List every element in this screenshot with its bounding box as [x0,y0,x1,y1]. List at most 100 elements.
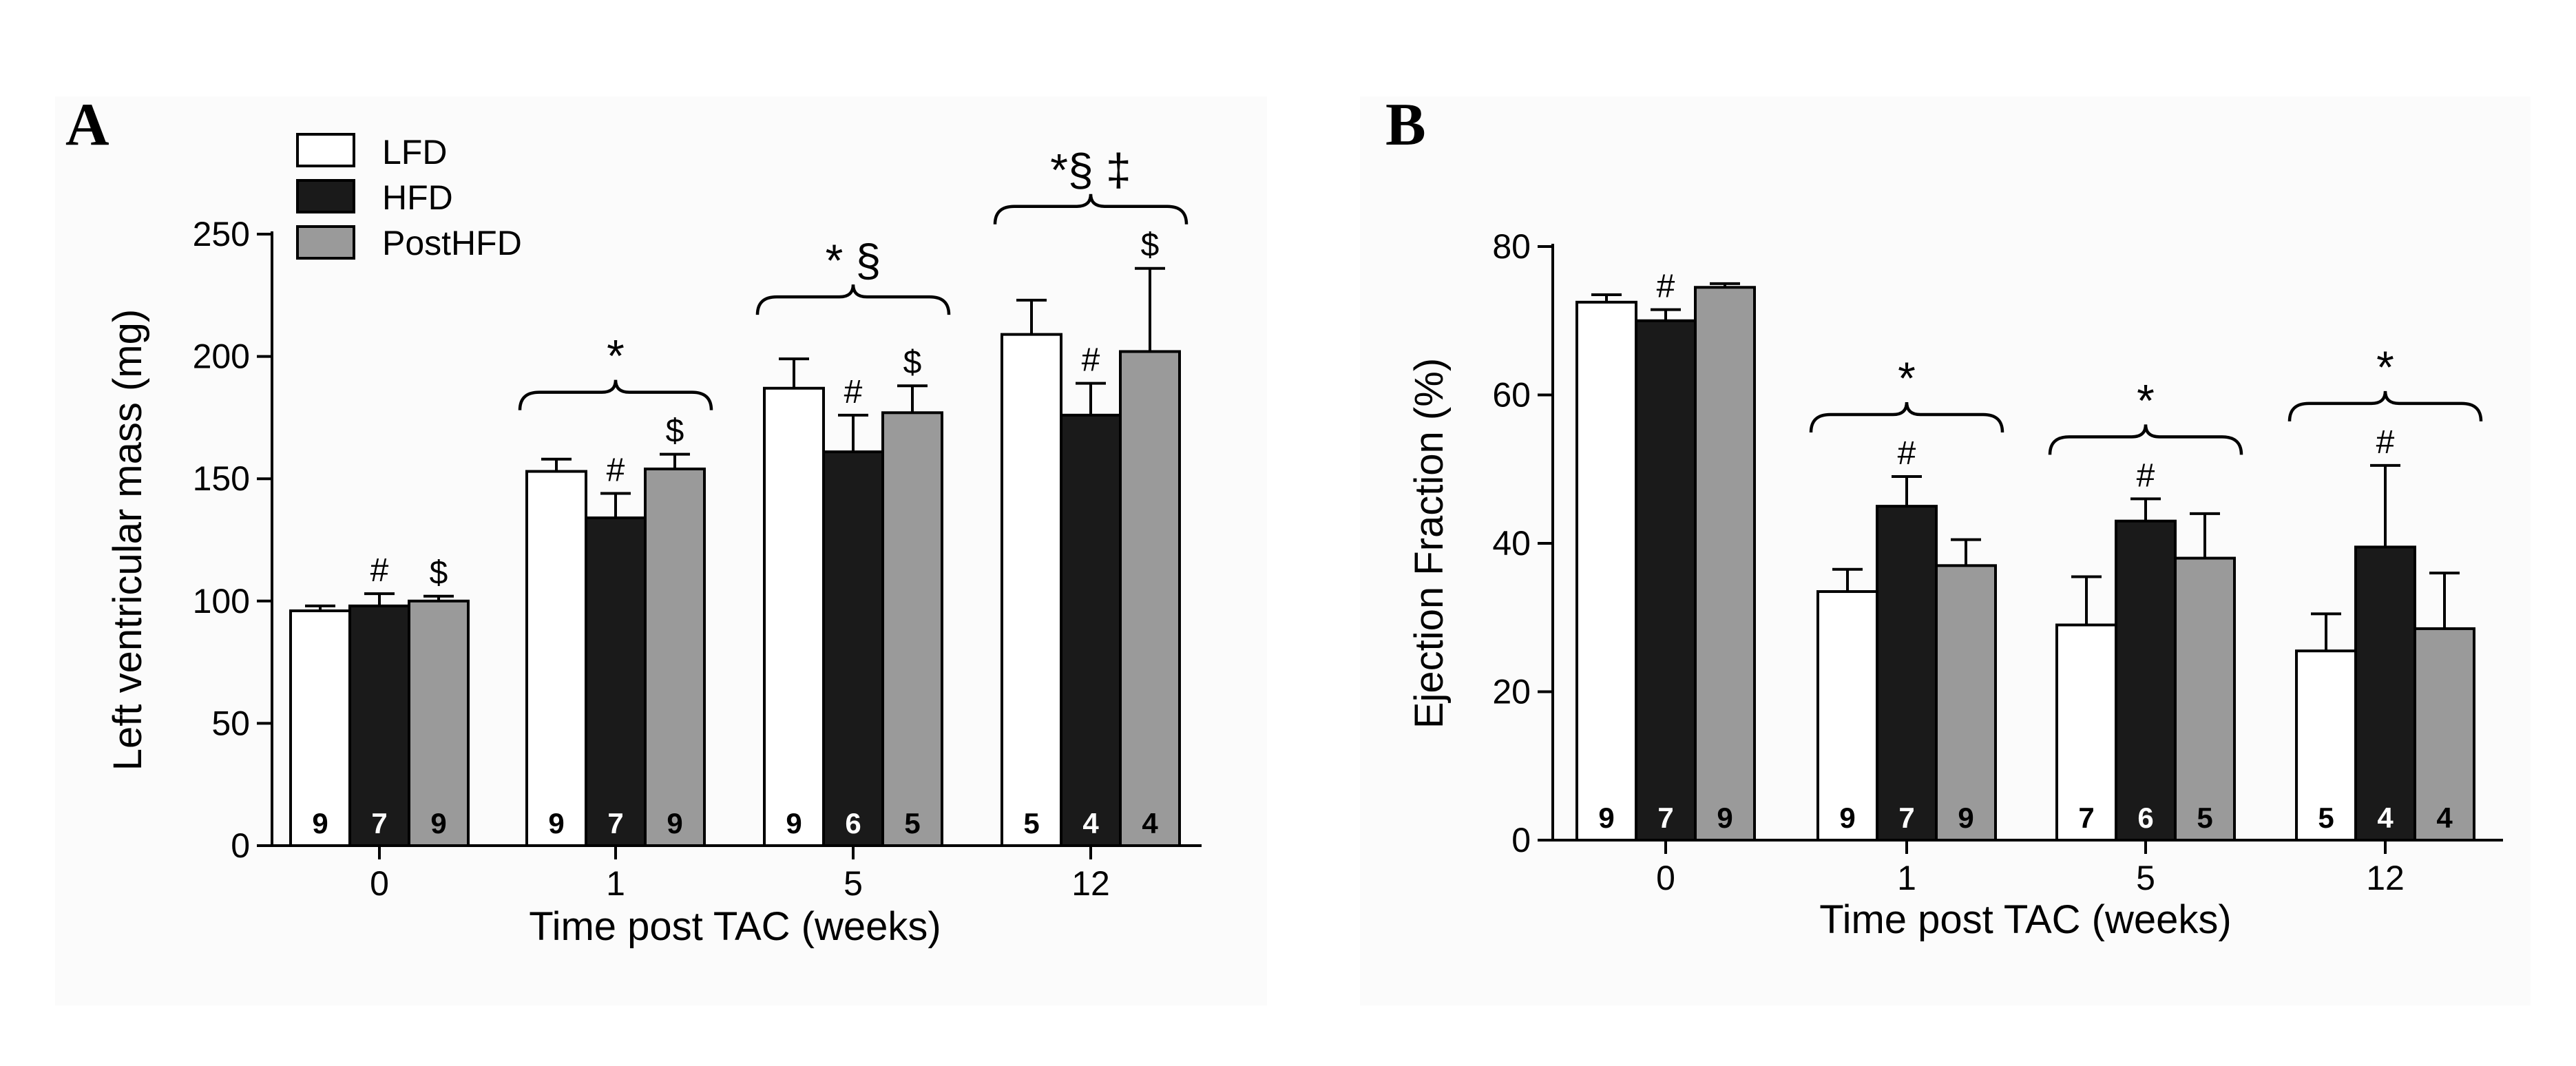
x-tick-label-a: 5 [844,864,863,903]
bar-a-hfd [822,450,884,847]
significance-mark-b: # [2376,424,2395,461]
y-tick-label-b: 20 [1492,673,1531,711]
x-tick-label-b: 5 [2136,859,2155,897]
n-label-a: 7 [607,807,623,839]
group-annotation-a: *§ ‡ [1050,145,1131,196]
n-label-b: 4 [2436,802,2453,834]
n-label-b: 9 [1958,802,1973,834]
group-annotation-b: * [2376,342,2394,393]
y-tick-label-a: 150 [193,459,250,498]
n-label-b: 7 [2078,802,2094,834]
y-tick-label-b: 40 [1492,524,1531,563]
y-tick-label-a: 100 [193,582,250,620]
n-label-a: 5 [904,807,920,839]
n-label-b: 4 [2377,802,2394,834]
bar-a-posthfd [644,467,706,847]
y-tick-label-a: 250 [193,215,250,253]
group-bracket-b [1809,401,2004,433]
group-bracket-b [2048,424,2243,455]
bar-a-lfd [1001,333,1062,847]
significance-mark-b: # [2137,457,2155,494]
n-label-b: 5 [2197,802,2212,834]
bar-b-hfd [1876,505,1938,842]
y-tick-label-a: 0 [231,826,250,865]
x-tick-label-a: 1 [606,864,625,903]
panel-b-background [1360,96,2531,1005]
significance-mark-a: # [607,452,625,489]
significance-mark-a: # [1082,342,1100,379]
n-label-a: 5 [1023,807,1039,839]
bar-b-posthfd [2413,627,2475,842]
bar-a-lfd [289,609,351,847]
x-tick-label-a: 0 [370,864,389,903]
legend: LFD HFD PostHFD [296,133,522,262]
group-bracket-a [993,194,1188,224]
y-axis-title-b: Ejection Fraction (%) [1407,358,1452,729]
bar-b-hfd [1635,319,1697,842]
bar-a-hfd [1060,413,1122,847]
group-annotation-b: * [1898,353,1916,404]
n-label-b: 9 [1598,802,1614,834]
n-label-a: 9 [430,807,446,839]
significance-mark-b: # [1898,435,1916,472]
panel-b: B 0 20 40 60 80 Ejection Fraction (%) 0 9 7 #9 1 9 7… [1360,92,2531,1005]
bar-a-lfd [763,386,825,847]
x-axis-title-b: Time post TAC (weeks) [1819,897,2231,942]
significance-mark-a: $ [1141,227,1160,264]
bar-b-posthfd [1935,564,1997,842]
n-label-b: 7 [1898,802,1914,834]
bar-a-lfd [525,470,587,847]
n-label-b: 9 [1839,802,1855,834]
chart-b: 0 20 40 60 80 Ejection Fraction (%) 0 9 7 #9 1 9 7 #9… [1407,227,2503,942]
legend-label-lfd: LFD [382,133,447,171]
panel-b-label: B [1385,92,1426,158]
significance-mark-a: # [370,552,389,589]
bar-b-posthfd [2174,556,2236,842]
n-label-b: 7 [1657,802,1673,834]
bar-b-hfd [2354,545,2416,842]
n-label-a: 7 [371,807,387,839]
bar-a-hfd [585,516,647,847]
n-label-a: 9 [667,807,682,839]
n-label-a: 9 [312,807,328,839]
x-tick-label-b: 1 [1897,859,1916,897]
n-label-a: 9 [786,807,802,839]
bar-a-posthfd [1119,350,1181,848]
legend-swatch-posthfd [296,225,355,260]
significance-mark-a: $ [666,413,684,450]
group-annotation-a: * [607,331,625,382]
y-tick-label-a: 50 [211,704,250,742]
significance-mark-a: $ [430,555,448,592]
bar-b-hfd [2115,519,2177,842]
n-label-b: 5 [2318,802,2334,834]
significance-mark-a: # [844,374,863,410]
bar-b-lfd [1816,590,1878,842]
bar-b-posthfd [1694,286,1756,842]
y-tick-label-b: 80 [1492,227,1531,266]
panel-a-label: A [65,92,109,158]
legend-label-posthfd: PostHFD [382,224,522,262]
n-label-b: 6 [2137,802,2153,834]
x-tick-label-a: 12 [1071,864,1110,903]
bar-a-posthfd [881,411,943,847]
group-bracket-a [518,379,713,410]
significance-mark-b: # [1657,269,1675,305]
bar-a-posthfd [408,599,470,847]
n-label-a: 9 [548,807,564,839]
x-axis-title-a: Time post TAC (weeks) [529,904,941,949]
bar-b-lfd [2055,623,2117,842]
bar-b-lfd [1575,300,1637,842]
group-annotation-b: * [2137,375,2155,426]
group-bracket-a [755,284,951,315]
group-annotation-a: * § [826,235,881,286]
y-tick-label-a: 200 [193,337,250,376]
x-tick-label-b: 0 [1656,859,1675,897]
legend-label-hfd: HFD [382,178,453,217]
y-tick-label-b: 60 [1492,376,1531,415]
n-label-a: 4 [1082,807,1099,839]
n-label-a: 4 [1142,807,1158,839]
legend-swatch-hfd [296,179,355,213]
